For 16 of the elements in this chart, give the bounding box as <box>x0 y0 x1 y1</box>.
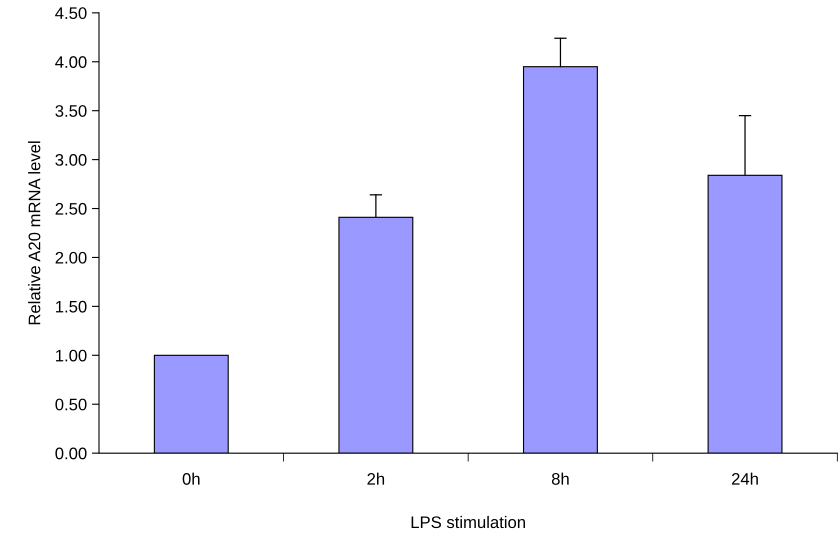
y-tick-label: 3.50 <box>55 105 87 117</box>
y-tick-label: 0.00 <box>55 448 87 460</box>
y-tick-label: 3.00 <box>55 154 87 166</box>
y-tick-label: 2.50 <box>56 202 87 215</box>
y-tick-label: 1.00 <box>56 350 87 362</box>
y-tick-label: 0.50 <box>55 398 87 410</box>
y-tick-label: 4.00 <box>55 56 87 68</box>
x-tick-label: 2h <box>367 472 384 485</box>
x-tick-label: 24h <box>732 472 758 485</box>
x-tick-label: 8h <box>552 472 569 485</box>
y-axis-title: Relative A20 mRNA level <box>28 141 40 324</box>
y-tick-label: 2.00 <box>56 252 87 264</box>
x-tick-label: 0h <box>182 472 200 485</box>
x-axis-title: LPS stimulation <box>412 516 525 528</box>
y-tick-label: 4.50 <box>55 7 87 20</box>
y-tick-label: 1.50 <box>56 300 87 313</box>
